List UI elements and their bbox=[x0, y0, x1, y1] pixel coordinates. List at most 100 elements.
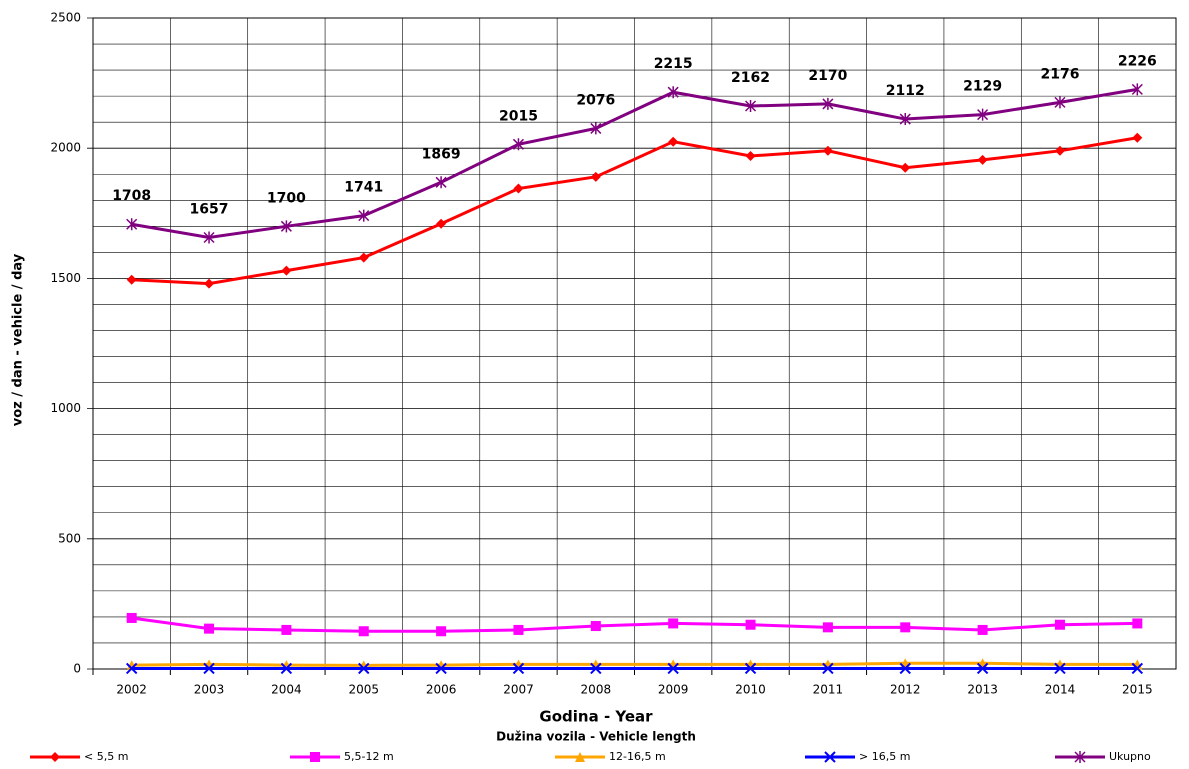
x-tick-label: 2012 bbox=[890, 683, 921, 697]
series-line bbox=[131, 616, 1138, 633]
marker bbox=[280, 220, 292, 233]
y-tick-label: 2500 bbox=[50, 11, 81, 25]
marker bbox=[668, 136, 679, 147]
x-tick-label: 2014 bbox=[1045, 683, 1076, 697]
x-tick-label: 2009 bbox=[658, 683, 689, 697]
value-label: 2112 bbox=[886, 83, 925, 99]
x-axis-title: Godina - Year bbox=[539, 708, 653, 726]
marker bbox=[745, 151, 756, 162]
marker bbox=[310, 752, 320, 762]
marker bbox=[436, 626, 447, 637]
legend-label: 5,5-12 m bbox=[344, 750, 394, 763]
marker bbox=[436, 218, 447, 229]
value-label: 1869 bbox=[422, 146, 461, 162]
value-label: 2215 bbox=[654, 56, 693, 72]
marker bbox=[512, 138, 524, 151]
marker bbox=[50, 752, 60, 762]
x-tick-label: 2007 bbox=[503, 683, 534, 697]
marker bbox=[745, 619, 756, 630]
legend-label: 12-16,5 m bbox=[609, 750, 666, 763]
x-tick-label: 2004 bbox=[271, 683, 302, 697]
marker bbox=[1132, 132, 1143, 143]
value-label: 2226 bbox=[1118, 53, 1157, 69]
x-tick-label: 2008 bbox=[581, 683, 612, 697]
value-label: 2162 bbox=[731, 70, 770, 86]
marker bbox=[281, 265, 292, 276]
marker bbox=[1054, 96, 1066, 109]
legend-label: > 16,5 m bbox=[859, 750, 910, 763]
marker bbox=[575, 752, 585, 762]
marker bbox=[512, 662, 525, 675]
y-tick-label: 1500 bbox=[50, 271, 81, 285]
marker bbox=[822, 145, 833, 156]
value-label: 1657 bbox=[190, 202, 229, 218]
marker bbox=[203, 231, 215, 244]
value-label: 1708 bbox=[112, 188, 151, 204]
marker bbox=[281, 624, 292, 635]
value-label: 2129 bbox=[963, 79, 1002, 95]
x-tick-label: 2002 bbox=[116, 683, 147, 697]
marker bbox=[822, 622, 833, 633]
marker bbox=[204, 278, 215, 289]
x-tick-label: 2003 bbox=[194, 683, 225, 697]
value-label: 1700 bbox=[267, 190, 306, 206]
series-line bbox=[131, 136, 1138, 286]
marker bbox=[977, 624, 988, 635]
marker bbox=[590, 621, 601, 632]
legend-title: Dužina vozila - Vehicle length bbox=[496, 730, 696, 744]
value-label: 1741 bbox=[344, 180, 383, 196]
marker bbox=[977, 108, 989, 121]
marker bbox=[900, 622, 911, 633]
value-label: 2076 bbox=[576, 92, 615, 108]
marker bbox=[1074, 751, 1086, 763]
marker bbox=[203, 662, 215, 675]
marker bbox=[435, 662, 447, 675]
series-line bbox=[131, 661, 1138, 667]
value-label: 2170 bbox=[808, 68, 847, 84]
y-tick-label: 500 bbox=[58, 531, 81, 545]
marker bbox=[900, 162, 911, 173]
marker bbox=[358, 209, 370, 222]
marker bbox=[1054, 662, 1066, 675]
marker bbox=[590, 171, 601, 182]
marker bbox=[824, 751, 836, 763]
marker bbox=[745, 100, 757, 113]
x-tick-label: 2011 bbox=[813, 683, 844, 697]
marker bbox=[126, 274, 137, 285]
marker bbox=[590, 662, 602, 675]
marker bbox=[1054, 145, 1065, 156]
series-line bbox=[131, 87, 1138, 240]
marker bbox=[822, 662, 834, 675]
marker bbox=[977, 154, 988, 165]
x-tick-label: 2015 bbox=[1122, 683, 1153, 697]
value-label: 2015 bbox=[499, 108, 538, 124]
y-axis-title: voz / dan - vehicle / day bbox=[11, 253, 26, 426]
x-tick-label: 2013 bbox=[967, 683, 998, 697]
marker bbox=[435, 176, 447, 189]
marker bbox=[204, 623, 215, 634]
marker bbox=[513, 624, 524, 635]
marker bbox=[668, 618, 679, 629]
marker bbox=[358, 662, 370, 675]
y-tick-label: 2000 bbox=[50, 141, 81, 155]
marker bbox=[126, 218, 138, 231]
y-tick-label: 0 bbox=[73, 662, 81, 676]
marker bbox=[280, 662, 293, 675]
marker bbox=[126, 612, 137, 623]
marker bbox=[899, 113, 911, 126]
legend-label: Ukupno bbox=[1109, 750, 1151, 763]
marker bbox=[1131, 662, 1144, 675]
marker bbox=[1054, 619, 1065, 630]
marker bbox=[667, 86, 679, 99]
marker bbox=[976, 662, 989, 675]
x-tick-label: 2006 bbox=[426, 683, 457, 697]
x-tick-label: 2010 bbox=[735, 683, 766, 697]
marker bbox=[513, 183, 524, 194]
y-tick-label: 1000 bbox=[50, 401, 81, 415]
legend-label: < 5,5 m bbox=[84, 750, 128, 763]
value-label: 2176 bbox=[1040, 66, 1079, 82]
marker bbox=[744, 662, 757, 675]
marker bbox=[1132, 618, 1143, 629]
marker bbox=[358, 252, 369, 263]
